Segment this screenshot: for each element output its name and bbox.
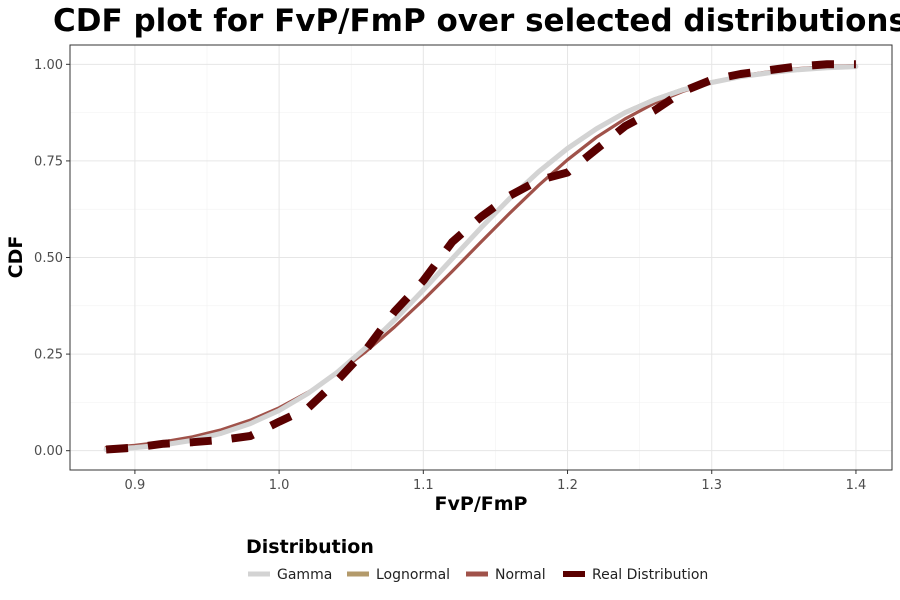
series-line-gamma [103,64,859,452]
y-tick-label: 0.75 [34,154,63,169]
series-line-normal [104,63,858,450]
series-layer [103,60,859,454]
x-tick-label: 1.3 [701,478,722,493]
x-tick-label: 1.1 [413,478,434,493]
y-axis-ticks: 0.00 0.25 0.50 0.75 1.00 [34,58,70,459]
legend-item-normal: Normal [466,567,546,583]
chart-title: CDF plot for FvP/FmP over selected distr… [53,3,900,39]
x-axis-ticks: 0.9 1.0 1.1 1.2 1.3 1.4 [125,470,867,493]
y-axis-title: CDF [5,236,27,279]
legend-label: Lognormal [376,567,450,583]
x-tick-label: 1.0 [269,478,290,493]
series-line-lognormal [104,64,858,452]
legend-item-real-distribution: Real Distribution [563,567,708,583]
legend: Gamma Lognormal Normal Real Distribution [248,567,708,583]
legend-label: Real Distribution [592,567,708,583]
series-line-real-distribution [105,60,856,454]
legend-item-lognormal: Lognormal [347,567,450,583]
legend-item-gamma: Gamma [248,567,332,583]
x-axis-title: FvP/FmP [435,493,528,515]
y-tick-label: 0.50 [34,251,63,266]
x-tick-label: 0.9 [125,478,146,493]
y-tick-label: 0.00 [34,444,63,459]
x-tick-label: 1.2 [557,478,578,493]
legend-title: Distribution [246,536,374,558]
y-tick-label: 1.00 [34,58,63,73]
grid [70,45,892,470]
legend-label: Normal [495,567,546,583]
legend-label: Gamma [277,567,332,583]
y-tick-label: 0.25 [34,348,63,363]
x-tick-label: 1.4 [846,478,867,493]
